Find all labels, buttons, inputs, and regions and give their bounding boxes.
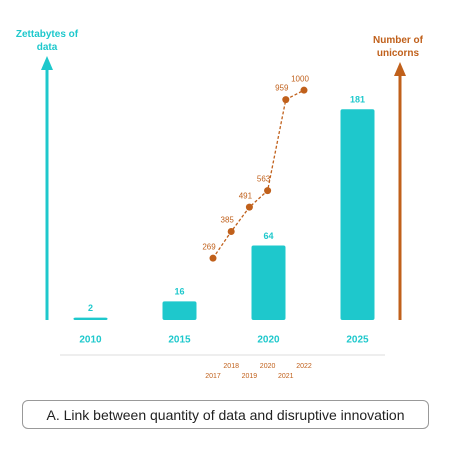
x-tick-label: 2021: [278, 373, 294, 380]
x-tick-label: 2022: [296, 363, 312, 370]
left-arrow: [41, 56, 53, 70]
x-tick-label: 2017: [205, 373, 221, 380]
point: [282, 96, 290, 104]
x-tick-label: 2019: [242, 373, 258, 380]
value-label: 64: [263, 231, 273, 241]
value-label: 16: [174, 287, 184, 297]
value-label: 563: [257, 175, 271, 184]
left-axis-label: Zettabytes of data: [15, 29, 79, 53]
x-tick-label: 2020: [260, 363, 276, 370]
value-label: 385: [221, 216, 235, 225]
value-label: 269: [202, 242, 216, 251]
x-tick-label: 2010: [79, 335, 102, 346]
point: [300, 86, 308, 94]
bar: [73, 317, 108, 320]
point: [264, 187, 272, 195]
value-label: 491: [239, 191, 253, 200]
value-label: 959: [275, 84, 289, 93]
point: [209, 254, 217, 262]
bar: [162, 301, 197, 320]
x-tick-label: 2020: [257, 335, 280, 346]
point: [227, 228, 235, 236]
caption: A. Link between quantity of data and dis…: [22, 400, 429, 429]
bar: [340, 109, 375, 320]
right-axis-label: Number of unicorns: [373, 35, 423, 59]
x-tick-label: 2018: [223, 363, 239, 370]
right-arrow: [394, 62, 406, 76]
x-tick-label: 2025: [346, 335, 369, 346]
value-label: 2: [88, 303, 93, 313]
point: [245, 203, 253, 211]
value-label: 181: [350, 95, 365, 105]
bar: [251, 245, 286, 320]
line: [212, 89, 305, 259]
x-tick-label: 2015: [168, 335, 191, 346]
value-label: 1000: [291, 74, 309, 83]
